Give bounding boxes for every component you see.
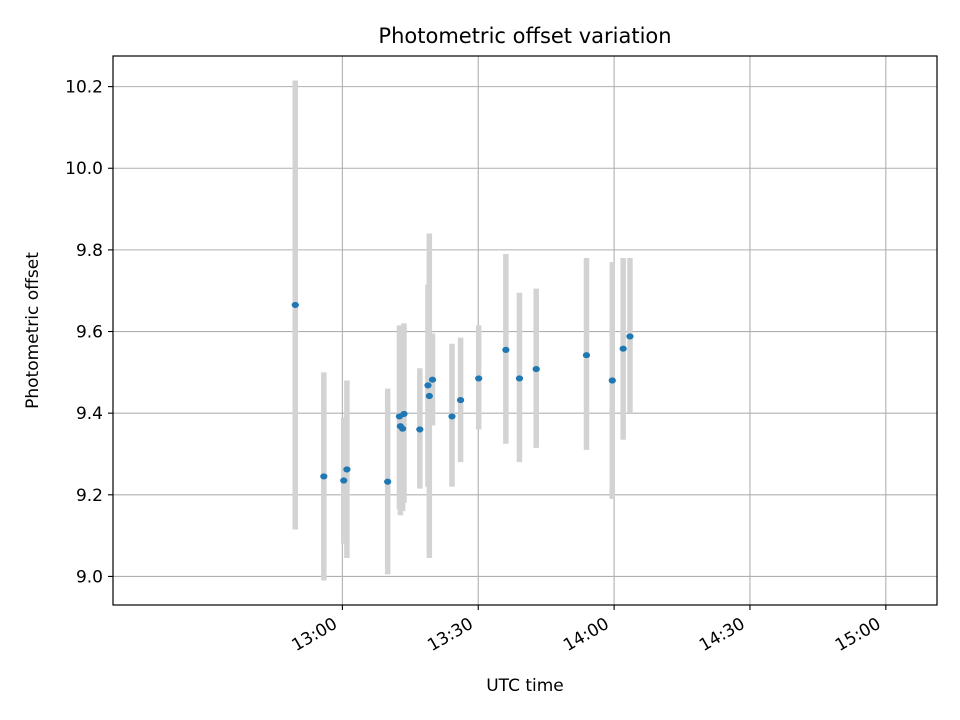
data-point [343,466,351,473]
data-point [384,478,392,485]
y-tick-label: 10.0 [65,159,103,179]
data-point [416,426,424,433]
y-tick-label: 9.8 [76,241,103,261]
data-point [399,425,407,432]
plot-frame [112,55,938,606]
data-point [448,413,456,420]
data-point [626,333,634,340]
data-point [608,377,616,384]
y-tick-label: 9.0 [76,567,103,587]
data-point [475,375,483,382]
data-point [515,375,524,382]
y-tick-label: 9.6 [76,323,103,343]
data-point [582,352,591,359]
data-point [424,382,432,389]
data-point [291,301,299,309]
x-axis-label: UTC time [486,676,564,696]
data-point [619,345,627,352]
y-tick-label: 10.2 [65,78,103,98]
data-point [428,376,437,383]
data-point [340,477,348,484]
data-point [456,396,465,404]
data-point [320,473,328,480]
y-tick-label: 9.4 [76,404,103,424]
y-axis-label: Photometric offset [23,252,43,409]
data-point [400,410,408,418]
y-tick-label: 9.2 [76,486,103,506]
data-point [532,365,540,373]
chart-title: Photometric offset variation [378,24,671,48]
data-point [425,392,433,400]
data-point [502,346,510,353]
data-points [291,301,634,485]
